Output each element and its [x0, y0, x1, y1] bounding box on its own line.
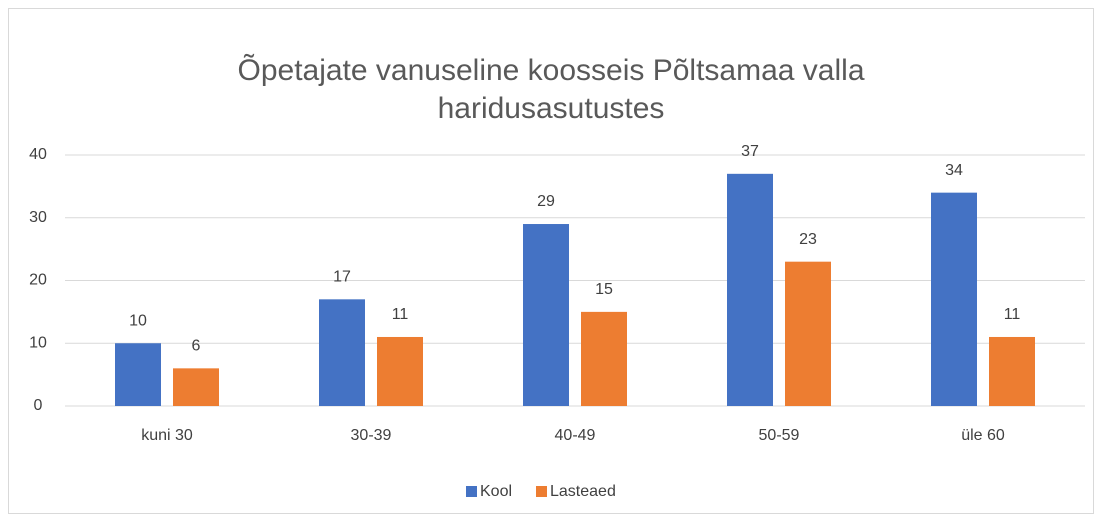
bar: [989, 336, 1035, 406]
data-label: 6: [192, 338, 201, 355]
data-label: 11: [1004, 306, 1021, 323]
data-label: 29: [537, 193, 555, 210]
chart-title: Õpetajate vanuseline koosseis Põltsamaa …: [237, 54, 865, 125]
y-tick-label: 30: [29, 209, 47, 226]
legend-swatch: [466, 486, 477, 497]
x-tick-label: 40-49: [555, 427, 596, 444]
legend-swatch: [536, 486, 547, 497]
x-tick-label: üle 60: [961, 427, 1005, 444]
data-label: 34: [945, 162, 963, 179]
y-tick-label: 40: [29, 146, 47, 163]
y-tick-label: 20: [29, 272, 47, 289]
bar: [523, 224, 569, 406]
bar: [931, 192, 977, 406]
data-label: 10: [129, 312, 147, 329]
data-label: 15: [595, 281, 613, 298]
x-tick-label: kuni 30: [141, 427, 193, 444]
data-label: 23: [799, 231, 817, 248]
legend-label: Lasteaed: [550, 483, 616, 500]
data-label: 11: [392, 306, 409, 323]
bar: [173, 368, 219, 406]
bar: [115, 343, 161, 406]
bar: [727, 173, 773, 406]
y-tick-label: 0: [34, 397, 43, 414]
bar: [581, 311, 627, 406]
bar: [377, 336, 423, 406]
data-label: 37: [741, 143, 759, 160]
data-label: 17: [333, 269, 351, 286]
bar: [319, 299, 365, 406]
x-tick-label: 30-39: [351, 427, 392, 444]
x-tick-label: 50-59: [759, 427, 800, 444]
legend-label: Kool: [480, 483, 512, 500]
bar: [785, 261, 831, 406]
y-tick-label: 10: [29, 334, 47, 351]
